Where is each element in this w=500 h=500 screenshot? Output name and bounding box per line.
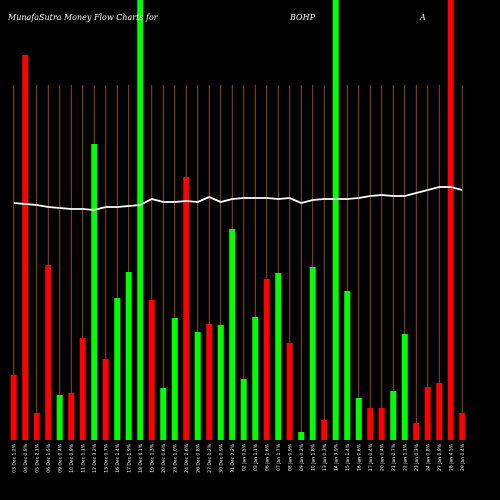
bar [413,423,420,440]
bar [332,0,339,440]
x-tick-label: 10 Jan 1.8% [310,443,316,471]
bar [56,395,63,440]
bar [22,55,29,440]
symbol: BOHP [289,13,316,22]
bar [240,379,247,440]
x-tick-label: 03 Dec 1.2% [11,443,17,472]
bar [436,383,443,440]
x-tick-label: 08 Jan 0.9% [287,443,293,471]
x-tick-label: 07 Jan 1.7% [276,443,282,471]
x-tick-label: 02 Jan 0.5% [241,443,247,471]
x-tick-label: 27 Dec 1.2% [207,443,213,472]
x-tick-label: 05 Dec 2.1% [34,443,40,472]
bar [401,334,408,440]
bar [171,318,178,440]
x-tick-label: 17 Dec 1.9% [126,443,132,472]
x-tick-label: 23 Jan 0.3% [414,443,420,471]
x-tick-label: 28 Jan 4.5% [448,443,454,471]
x-tick-label: 14 Jan 3.9% [333,443,339,471]
x-tick-label: 06 Dec 1.5% [46,443,52,472]
bar [263,279,270,440]
x-tick-label: 10 Dec 0.9% [69,443,75,472]
x-tick-label: 13 Dec 0.7% [103,443,109,472]
bar [91,144,98,440]
bar [125,272,132,440]
x-tick-label: 09 Jan 0.2% [299,443,305,471]
bar [378,408,385,440]
x-tick-label: 15 Jan 1.4% [345,443,351,471]
bar [390,391,397,440]
money-flow-line [13,186,463,211]
bar [206,324,213,440]
x-tick-label: 06 Jan 1.6% [264,443,270,471]
bar [286,343,293,440]
x-tick-label: 09 Dec 0.4% [57,443,63,472]
bar [148,300,155,440]
x-tick-label: 16 Dec 1.4% [115,443,121,472]
x-tick-label: 30 Dec 0.9% [218,443,224,472]
x-tick-label: 20 Jan 0.4% [379,443,385,471]
bar [298,432,305,440]
x-tick-label: 19 Dec 1.3% [149,443,155,472]
x-tick-label: 11 Dec 1.1% [80,443,86,472]
bar [344,291,351,440]
x-tick-label: 23 Dec 1.0% [172,443,178,472]
bar [10,375,17,440]
x-tick-label: 18 Dec 4.1% [138,443,144,472]
x-tick-label: 21 Jan 0.7% [391,443,397,471]
bar [447,0,454,440]
x-tick-label: 27 Jan 0.9% [437,443,443,471]
chart-title: MunafaSutra Money Flow Charts for [7,13,159,22]
x-tick-label: 26 Dec 0.8% [195,443,201,472]
bar [45,265,52,440]
bar [309,267,316,440]
x-tick-label: 24 Jan 0.8% [425,443,431,471]
x-tick-label: 04 Dec 0.8% [23,443,29,472]
x-tick-label: 03 Jan 1.1% [253,443,259,471]
bar [275,273,282,440]
bar [367,408,374,440]
bar [459,413,466,440]
bar [321,420,328,440]
bar [33,413,40,440]
x-tick-label: 16 Jan 0.6% [356,443,362,471]
bar [355,398,362,440]
bar [137,0,144,440]
x-tick-label: 24 Dec 2.6% [184,443,190,472]
bar [68,393,75,440]
x-tick-label: 17 Jan 0.4% [368,443,374,471]
bar [114,298,121,440]
bar [160,388,167,440]
x-tick-label: 22 Jan 1.1% [402,443,408,471]
bar [183,177,190,440]
x-tick-label: 31 Dec 2.2% [230,443,236,472]
suffix: A [419,13,426,22]
x-tick-label: 29 Jan 0.4% [460,443,466,471]
x-tick-label: 12 Dec 3.2% [92,443,98,472]
bar [102,359,109,440]
x-tick-label: 13 Jan 0.3% [322,443,328,471]
x-tick-label: 20 Dec 0.6% [161,443,167,472]
marks [10,0,466,440]
bar [79,338,86,440]
bar [217,325,224,440]
bar [194,332,201,440]
bar [424,387,431,440]
bar [252,317,259,440]
bar [229,229,236,440]
